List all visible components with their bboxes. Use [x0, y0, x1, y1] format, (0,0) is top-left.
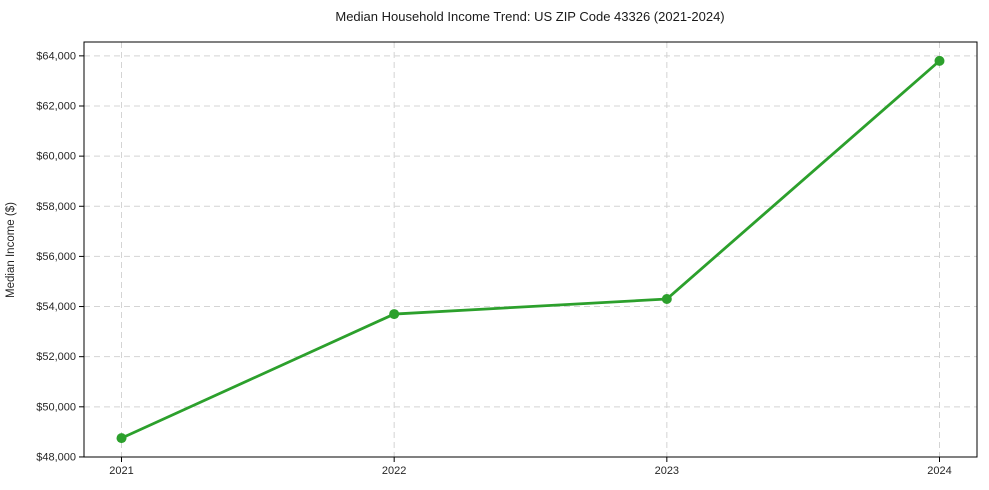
- plot-border: [83, 41, 978, 458]
- y-tick-label: $50,000: [36, 401, 76, 413]
- trend-line: [120, 59, 941, 440]
- y-tick-label: $48,000: [36, 451, 76, 463]
- y-axis-label: Median Income ($): [5, 202, 17, 298]
- tick-label-layer: $48,000 $50,000 $52,000 $54,000 $56,000 $58,0…: [36, 50, 952, 477]
- chart-title: Median Household Income Trend: US ZIP Co…: [335, 9, 724, 24]
- x-tick-label: 2021: [109, 465, 133, 477]
- axis-layer: [79, 41, 978, 462]
- y-tick-label: $56,000: [36, 251, 76, 263]
- y-tick-label: $62,000: [36, 100, 76, 112]
- data-point-marker: [116, 433, 127, 444]
- y-tick-label: $52,000: [36, 351, 76, 363]
- series-layer: [116, 55, 945, 444]
- y-tick-label: $54,000: [36, 301, 76, 313]
- y-tick-label: $60,000: [36, 151, 76, 163]
- data-point-marker: [389, 309, 400, 320]
- data-point-marker: [934, 55, 945, 66]
- y-tick-label: $64,000: [36, 50, 76, 62]
- y-tick-label: $58,000: [36, 201, 76, 213]
- x-tick-label: 2023: [655, 465, 679, 477]
- data-point-marker: [661, 294, 672, 305]
- x-tick-label: 2024: [927, 465, 951, 477]
- x-tick-label: 2022: [382, 465, 406, 477]
